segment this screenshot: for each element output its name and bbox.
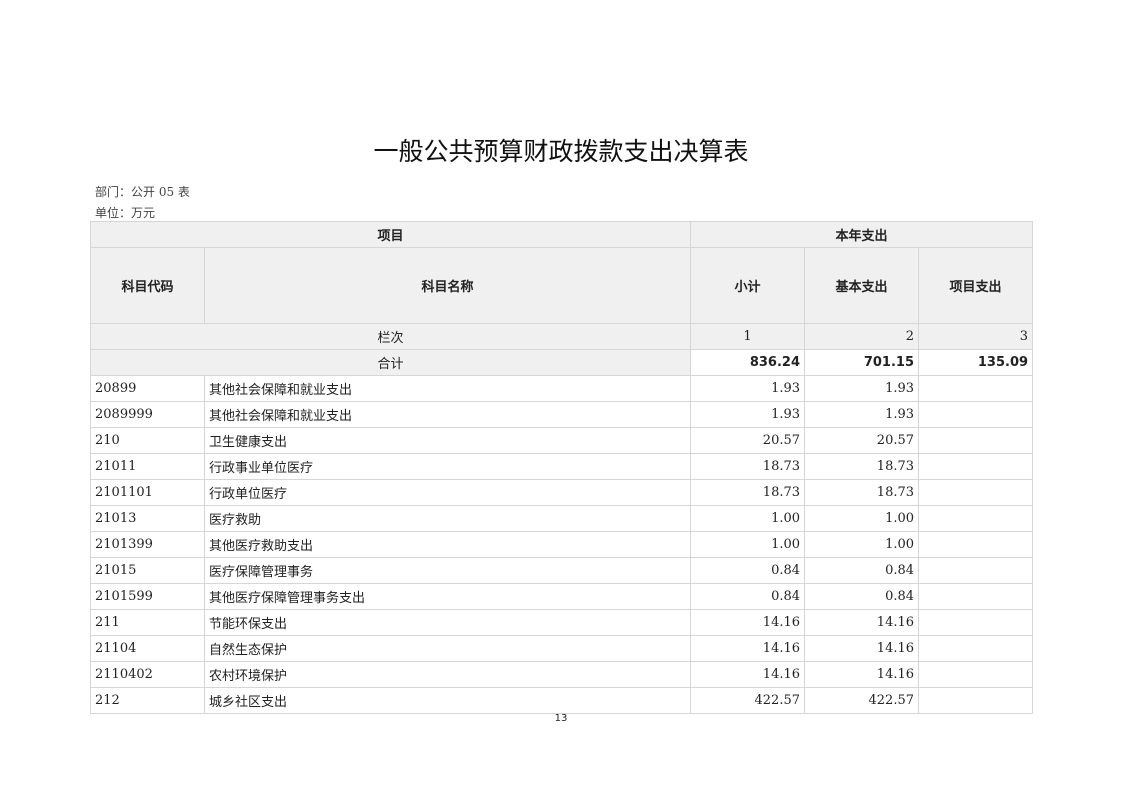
cell-name: 节能环保支出	[203, 609, 692, 636]
cell-basic: 14.16	[804, 661, 920, 688]
cell-subtotal: 0.84	[690, 583, 806, 610]
table-row: 21013 医疗救助 1.00 1.00	[90, 505, 1034, 532]
table-row: 211 节能环保支出 14.16 14.16	[90, 609, 1034, 636]
cell-basic: 1.93	[804, 375, 920, 402]
table-row: 2089999 其他社会保障和就业支出 1.93 1.93	[90, 401, 1034, 428]
cell-basic: 14.16	[804, 635, 920, 662]
cell-basic: 18.73	[804, 479, 920, 506]
header-basic: 基本支出	[804, 247, 920, 324]
expenditure-table: 项目 本年支出 科目代码 科目名称 小计 基本支出 项目支出 栏次 1 2 3 …	[89, 221, 1034, 714]
cell-subtotal: 14.16	[690, 661, 806, 688]
cell-program	[918, 557, 1034, 584]
cell-name: 城乡社区支出	[203, 687, 692, 714]
cell-program	[918, 583, 1034, 610]
cell-basic: 1.00	[804, 505, 920, 532]
cell-name: 其他社会保障和就业支出	[203, 375, 692, 402]
cell-basic: 422.57	[804, 687, 920, 714]
cell-code: 212	[90, 687, 205, 714]
cell-program	[918, 453, 1034, 480]
cell-subtotal: 18.73	[690, 479, 806, 506]
total-subtotal: 836.24	[690, 349, 806, 376]
header-program: 项目支出	[918, 247, 1034, 324]
cell-subtotal: 14.16	[690, 635, 806, 662]
cell-name: 其他社会保障和就业支出	[203, 401, 692, 428]
cell-code: 2110402	[90, 661, 205, 688]
cell-name: 医疗保障管理事务	[203, 557, 692, 584]
cell-program	[918, 505, 1034, 532]
cell-code: 2089999	[90, 401, 205, 428]
cell-program	[918, 479, 1034, 506]
cell-subtotal: 1.00	[690, 505, 806, 532]
cell-basic: 14.16	[804, 609, 920, 636]
cell-basic: 18.73	[804, 453, 920, 480]
header-code: 科目代码	[90, 247, 205, 324]
cell-subtotal: 1.93	[690, 401, 806, 428]
cell-program	[918, 427, 1034, 454]
cell-basic: 1.93	[804, 401, 920, 428]
cell-name: 卫生健康支出	[203, 427, 692, 454]
cell-subtotal: 14.16	[690, 609, 806, 636]
cell-subtotal: 422.57	[690, 687, 806, 714]
cell-name: 其他医疗救助支出	[203, 531, 692, 558]
cell-basic: 0.84	[804, 583, 920, 610]
cell-program	[918, 661, 1034, 688]
table-row: 2101101 行政单位医疗 18.73 18.73	[90, 479, 1034, 506]
table-row: 21015 医疗保障管理事务 0.84 0.84	[90, 557, 1034, 584]
cell-code: 21015	[90, 557, 205, 584]
cell-basic: 0.84	[804, 557, 920, 584]
page-title: 一般公共预算财政拨款支出决算表	[373, 137, 749, 166]
table-row: 21011 行政事业单位医疗 18.73 18.73	[90, 453, 1034, 480]
cell-name: 自然生态保护	[203, 635, 692, 662]
cell-subtotal: 1.00	[690, 531, 806, 558]
column-index-2: 2	[804, 323, 920, 350]
cell-code: 21104	[90, 635, 205, 662]
total-basic: 701.15	[804, 349, 920, 376]
table-row: 20899 其他社会保障和就业支出 1.93 1.93	[90, 375, 1034, 402]
table-row: 2101399 其他医疗救助支出 1.00 1.00	[90, 531, 1034, 558]
cell-code: 2101399	[90, 531, 205, 558]
cell-program	[918, 687, 1034, 714]
column-index-3: 3	[918, 323, 1034, 350]
cell-name: 行政事业单位医疗	[203, 453, 692, 480]
header-name: 科目名称	[203, 247, 692, 324]
cell-program	[918, 635, 1034, 662]
unit-label: 单位：万元	[95, 206, 156, 220]
total-label: 合计	[89, 349, 692, 376]
table-row: 210 卫生健康支出 20.57 20.57	[90, 427, 1034, 454]
cell-name: 行政单位医疗	[203, 479, 692, 506]
table-row: 212 城乡社区支出 422.57 422.57	[90, 687, 1034, 714]
cell-subtotal: 0.84	[690, 557, 806, 584]
cell-program	[918, 375, 1034, 402]
table-row: 21104 自然生态保护 14.16 14.16	[90, 635, 1034, 662]
cell-basic: 1.00	[804, 531, 920, 558]
page-number: 13	[554, 713, 568, 724]
cell-program	[918, 609, 1034, 636]
cell-code: 2101101	[90, 479, 205, 506]
cell-code: 210	[90, 427, 205, 454]
cell-code: 2101599	[90, 583, 205, 610]
table-row: 2110402 农村环境保护 14.16 14.16	[90, 661, 1034, 688]
cell-subtotal: 1.93	[690, 375, 806, 402]
cell-basic: 20.57	[804, 427, 920, 454]
column-index-1: 1	[690, 323, 806, 350]
cell-code: 20899	[90, 375, 205, 402]
column-index-label: 栏次	[89, 323, 692, 350]
header-subtotal: 小计	[690, 247, 806, 324]
cell-name: 其他医疗保障管理事务支出	[203, 583, 692, 610]
cell-program	[918, 531, 1034, 558]
cell-program	[918, 401, 1034, 428]
cell-subtotal: 18.73	[690, 453, 806, 480]
department-label: 部门：公开 05 表	[95, 185, 190, 199]
cell-name: 医疗救助	[203, 505, 692, 532]
cell-code: 21011	[90, 453, 205, 480]
cell-code: 211	[90, 609, 205, 636]
cell-subtotal: 20.57	[690, 427, 806, 454]
header-project: 项目	[89, 221, 692, 248]
cell-name: 农村环境保护	[203, 661, 692, 688]
header-current-year: 本年支出	[690, 221, 1034, 248]
total-program: 135.09	[918, 349, 1034, 376]
cell-code: 21013	[90, 505, 205, 532]
table-row: 2101599 其他医疗保障管理事务支出 0.84 0.84	[90, 583, 1034, 610]
